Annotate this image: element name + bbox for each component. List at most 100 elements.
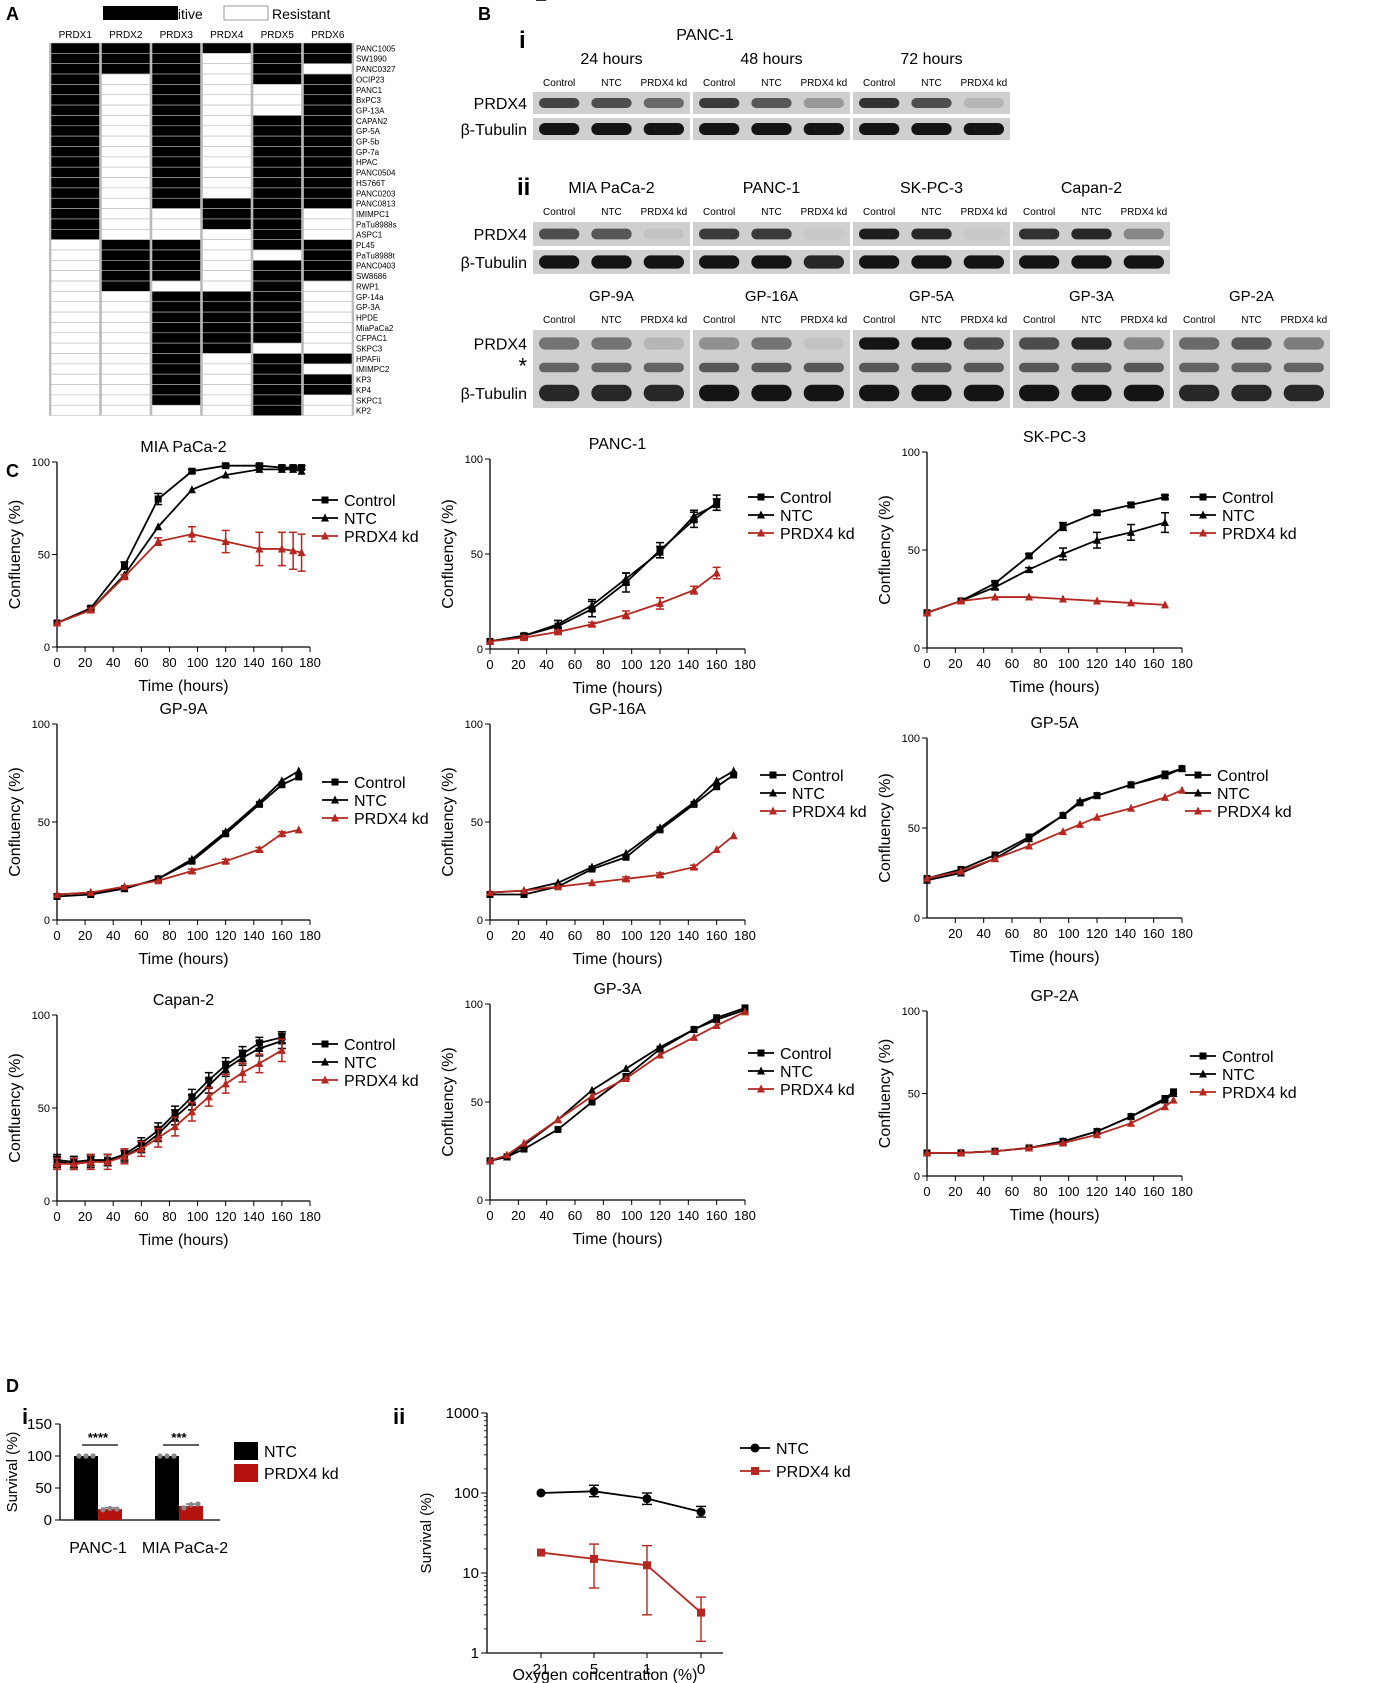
chart-mia: MIA PaCa-2 0 20 40 60 80 100 120 140 160 180 0 50 100… [7,439,419,695]
data-point [255,1058,264,1067]
data-point [321,1057,329,1066]
heatmap-cell [151,146,201,158]
heatmap-cell [252,73,302,85]
heatmap-cell [151,342,201,354]
series-line [489,503,718,643]
heatmap-cell [151,53,201,64]
x-tick-label: 160 [1143,656,1165,671]
legend-resistant-label: Resistant [272,6,330,22]
blot-band [1123,384,1164,402]
data-point [255,797,264,806]
data-point [486,888,494,897]
data-point [751,1467,759,1475]
heatmap-row-label: GP-14a [356,293,384,302]
x-tick-label: 140 [1114,926,1136,941]
replicate-point [83,1453,89,1459]
data-point [690,511,698,520]
heatmap-cell [202,73,252,85]
legend-swatch [234,1464,258,1482]
heatmap-row-label: PANC1 [356,86,383,95]
x-tick-label: 40 [976,926,990,941]
data-point [656,1050,664,1059]
data-point [187,1107,196,1116]
heatmap-row-label: PANC0504 [356,169,396,178]
data-point [486,636,494,645]
data-point [321,1040,329,1048]
y-axis-label: Confluency (%) [440,499,457,608]
series-ntc [486,766,738,897]
chart-title: GP-9A [159,701,207,718]
x-tick-label: 80 [1033,926,1047,941]
heatmap-cell [252,363,302,375]
data-point [277,776,286,785]
data-point [278,781,286,789]
x-tick-label: 40 [539,1208,553,1223]
data-point [1169,1095,1178,1104]
heatmap-cell [50,63,100,75]
blot-row-label: PRDX4 [474,227,527,244]
x-tick-label: 100 [621,928,643,943]
heatmap-row-label: GP-5b [356,138,380,147]
x-tick-label: 180 [299,655,321,670]
heatmap-cell [151,301,201,313]
blot-lane-label: PRDX4 kd [1280,315,1327,326]
replicate-point [188,1502,194,1508]
blot-lane-label: PRDX4 kd [1120,315,1167,326]
heatmap-cell [50,73,100,85]
blot-band [803,98,844,108]
x-axis-label: Oxygen concentration (%) [513,1667,698,1683]
heatmap-cell [151,353,201,365]
x-tick-label: 5 [590,1661,598,1678]
data-point [690,1024,698,1033]
blot-band [699,255,740,269]
x-tick-label: 160 [706,1208,728,1223]
blot-band [803,337,844,350]
series-control [486,494,721,645]
x-axis-label: Time (hours) [138,678,228,695]
blot-band [859,362,900,373]
x-tick-label: 0 [923,1184,930,1199]
heatmap-cell [303,63,353,75]
blot-band [1283,362,1324,373]
blot-group-label: GP-9A [589,288,634,305]
heatmap-cell [202,342,252,354]
heatmap-cell [252,84,302,96]
blot-band [911,98,952,108]
blot-band [643,98,684,108]
significance-label: **** [88,1430,109,1445]
x-tick-label: 160 [706,657,728,672]
heatmap-cell [151,363,201,375]
heatmap-cell [151,115,201,127]
data-point [1093,791,1101,800]
data-point [1161,493,1169,501]
heatmap-cell [151,322,201,334]
y-tick-label: 150 [27,1416,52,1433]
x-axis-label: Time (hours) [1009,1207,1099,1224]
data-point [255,464,264,473]
data-point [1199,1069,1207,1078]
blot-band [963,337,1004,350]
data-point [1093,1130,1101,1139]
legend-label: PRDX4 kd [1222,526,1297,543]
significance-label: *** [171,1430,187,1445]
heatmap-cell [252,322,302,334]
x-tick-label: 60 [568,657,582,672]
panel-label-d-ii: ii [393,1404,405,1429]
replicate-point [114,1506,120,1512]
legend-label: NTC [344,511,377,528]
heatmap-cell [202,301,252,313]
blot-lane-label: Control [863,315,895,326]
series-control [486,1004,749,1165]
blot-lane-label: NTC [601,78,622,89]
data-point [757,493,765,501]
heatmap-row-label: CFPAC1 [356,334,388,343]
data-point [643,1561,651,1570]
heatmap-cell [151,260,201,272]
y-tick-label: 0 [914,913,920,925]
x-tick-label: 100 [1058,1184,1080,1199]
series-prdx4-kd [923,785,1186,882]
heatmap-cell [50,146,100,158]
heatmap-cell [252,94,302,106]
heatmap-cell [151,291,201,303]
panel-label-c: C [6,461,19,481]
